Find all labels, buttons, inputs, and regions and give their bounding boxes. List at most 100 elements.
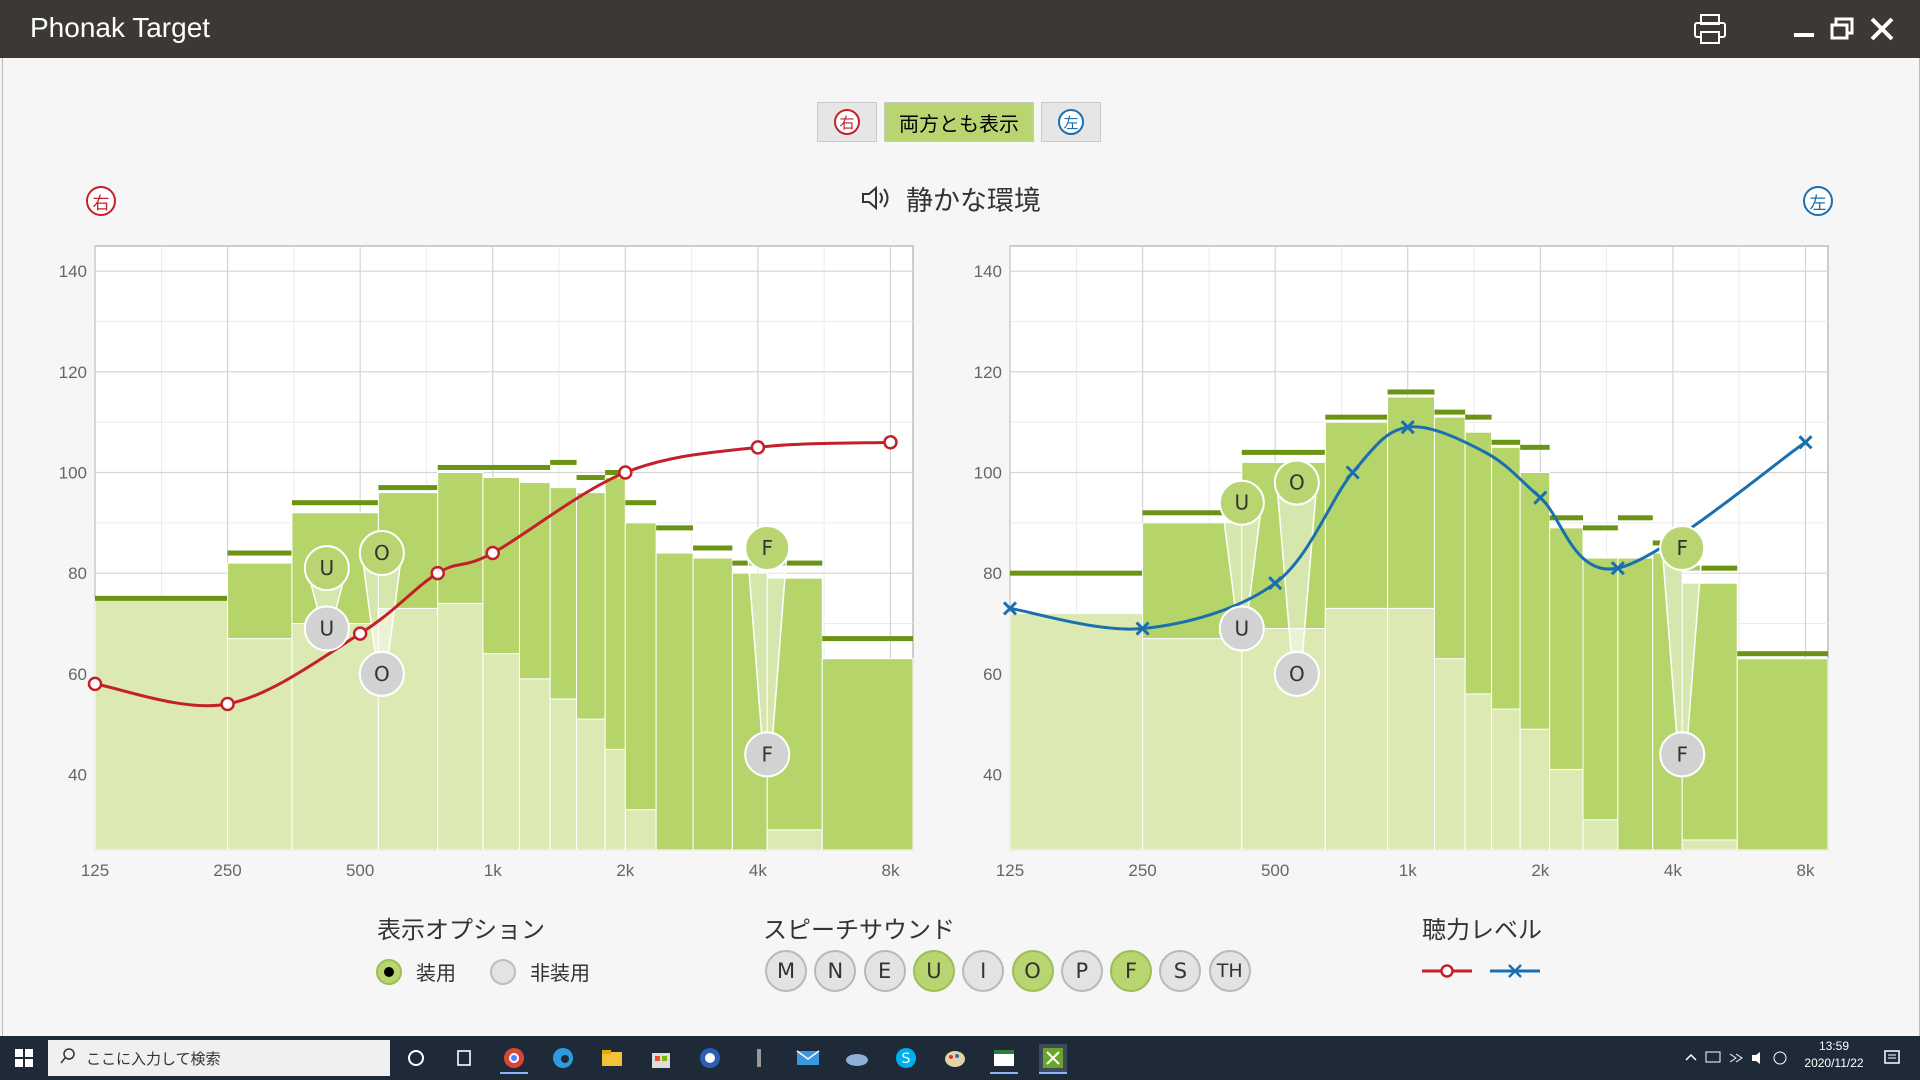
left-speech-marker-label: F	[1676, 536, 1688, 560]
print-icon[interactable]	[1690, 9, 1730, 49]
right-band-max	[625, 500, 657, 506]
speech-sound-button-s[interactable]: S	[1159, 950, 1202, 992]
left-hearing-point	[1135, 621, 1150, 636]
unaided-option[interactable]: 非装用	[490, 957, 590, 986]
windows-start-icon[interactable]	[10, 1044, 38, 1072]
right-x-tick-label: 125	[81, 861, 109, 880]
right-band-light	[549, 698, 578, 851]
environment-title: 静かな環境	[906, 185, 1041, 217]
right-hearing-point	[618, 465, 633, 480]
close-icon[interactable]	[1862, 9, 1902, 49]
show-left-button[interactable]: 左	[1041, 102, 1101, 142]
show-both-button[interactable]: 両方とも表示	[884, 102, 1034, 142]
right-band-dark	[821, 658, 914, 851]
unaided-radio[interactable]	[490, 958, 516, 985]
right-hearing-point	[485, 545, 500, 561]
speech-sound-button-f[interactable]: F	[1110, 950, 1153, 992]
right-hearing-point	[87, 676, 103, 692]
left-hearing-point	[1400, 420, 1415, 435]
speech-sound-button-p[interactable]: P	[1060, 950, 1103, 992]
right-speech-marker-bottom-u	[303, 605, 350, 652]
phonak-target-taskbar-icon[interactable]	[1039, 1044, 1067, 1074]
mail-icon[interactable]	[794, 1044, 822, 1072]
task-view-icon[interactable]	[450, 1044, 478, 1072]
notification-icon[interactable]	[1878, 1044, 1906, 1072]
left-band-light	[1681, 839, 1738, 851]
title-bar: Phonak Target	[0, 0, 1920, 58]
left-band-light	[1491, 708, 1521, 851]
right-band-dark	[692, 557, 733, 851]
speech-sound-button-u[interactable]: U	[912, 950, 955, 992]
aided-radio[interactable]	[376, 958, 402, 985]
aided-option[interactable]: 装用	[376, 957, 456, 986]
right-band-max	[482, 464, 520, 470]
display-options-title: 表示オプション	[377, 916, 545, 944]
search-icon	[60, 1048, 76, 1068]
svg-text:S: S	[902, 1051, 911, 1067]
paint-icon[interactable]	[941, 1044, 969, 1072]
speech-sound-button-o[interactable]: O	[1011, 950, 1054, 992]
right-band-light	[624, 809, 657, 851]
clock-time: 13:59	[1818, 1039, 1850, 1053]
right-speech-marker-bottom-f	[744, 731, 791, 778]
show-right-button[interactable]: 右	[817, 102, 877, 142]
edge-icon[interactable]	[549, 1044, 577, 1072]
right-x-tick-label: 4k	[749, 861, 767, 880]
right-y-tick-label: 80	[68, 564, 87, 583]
right-speech-marker-top-u	[303, 545, 350, 592]
right-band-max	[605, 470, 626, 475]
chrome-icon[interactable]	[500, 1044, 528, 1074]
right-x-tick-label: 250	[213, 861, 241, 880]
environment-heading: 静かな環境	[860, 178, 1260, 218]
speech-sound-button-e[interactable]: E	[863, 950, 906, 992]
minimize-icon[interactable]	[1784, 9, 1824, 49]
speech-sound-button-m[interactable]: M	[765, 950, 807, 992]
skype-icon[interactable]: S	[892, 1044, 920, 1072]
taskbar-search[interactable]: ここに入力して検索	[48, 1040, 390, 1076]
left-band-max	[1549, 515, 1583, 521]
speech-sound-button-n[interactable]: N	[814, 950, 857, 992]
left-hearing-point	[1002, 601, 1018, 616]
left-y-tick-label: 100	[974, 464, 1002, 483]
app-icon-pen[interactable]	[745, 1044, 773, 1072]
right-y-tick-label: 60	[68, 665, 87, 684]
file-explorer-icon[interactable]	[598, 1044, 626, 1072]
left-x-tick-label: 8k	[1796, 861, 1814, 880]
speech-sound-button-i[interactable]: I	[962, 950, 1005, 992]
right-speech-marker-label: O	[374, 541, 390, 565]
left-speech-marker-bottom-o	[1273, 650, 1320, 697]
hearing-level-legend-icons	[1422, 964, 1540, 978]
right-y-tick-label: 140	[59, 262, 87, 281]
store-icon[interactable]	[647, 1044, 675, 1072]
left-band-max	[1617, 515, 1653, 521]
app-icon-cloud[interactable]	[843, 1044, 871, 1072]
right-speech-marker-label: O	[374, 662, 390, 686]
right-band-light	[604, 748, 626, 851]
right-hearing-point	[430, 565, 445, 581]
restore-icon[interactable]	[1822, 9, 1862, 49]
app-icon-globe[interactable]	[696, 1044, 724, 1072]
left-band-light	[1582, 819, 1619, 851]
left-band-light	[1433, 658, 1466, 851]
speech-sound-button-th[interactable]: TH	[1208, 950, 1251, 992]
left-band-max	[1491, 439, 1521, 445]
clock[interactable]: 13:59 2020/11/22	[1800, 1039, 1868, 1070]
left-hearing-point	[1610, 561, 1625, 576]
left-band-dark	[1736, 658, 1829, 851]
left-band-dark	[1617, 557, 1654, 851]
left-y-tick-label: 120	[974, 363, 1002, 382]
system-tray-icons[interactable]	[1684, 1048, 1794, 1068]
left-band-max	[1582, 525, 1618, 531]
right-band-light	[291, 623, 379, 851]
app-icon-window[interactable]	[990, 1044, 1018, 1074]
right-band-max	[519, 464, 551, 470]
tray-icons[interactable]	[1684, 1048, 1794, 1071]
right-band-light	[518, 678, 551, 851]
left-speech-marker-label: O	[1289, 662, 1305, 686]
right-x-tick-label: 2k	[616, 861, 634, 880]
right-band-max	[656, 525, 694, 531]
right-band-max	[378, 485, 438, 491]
right-speech-marker-label: U	[319, 556, 334, 580]
cortana-icon[interactable]	[402, 1044, 430, 1072]
right-band-light	[766, 829, 823, 851]
